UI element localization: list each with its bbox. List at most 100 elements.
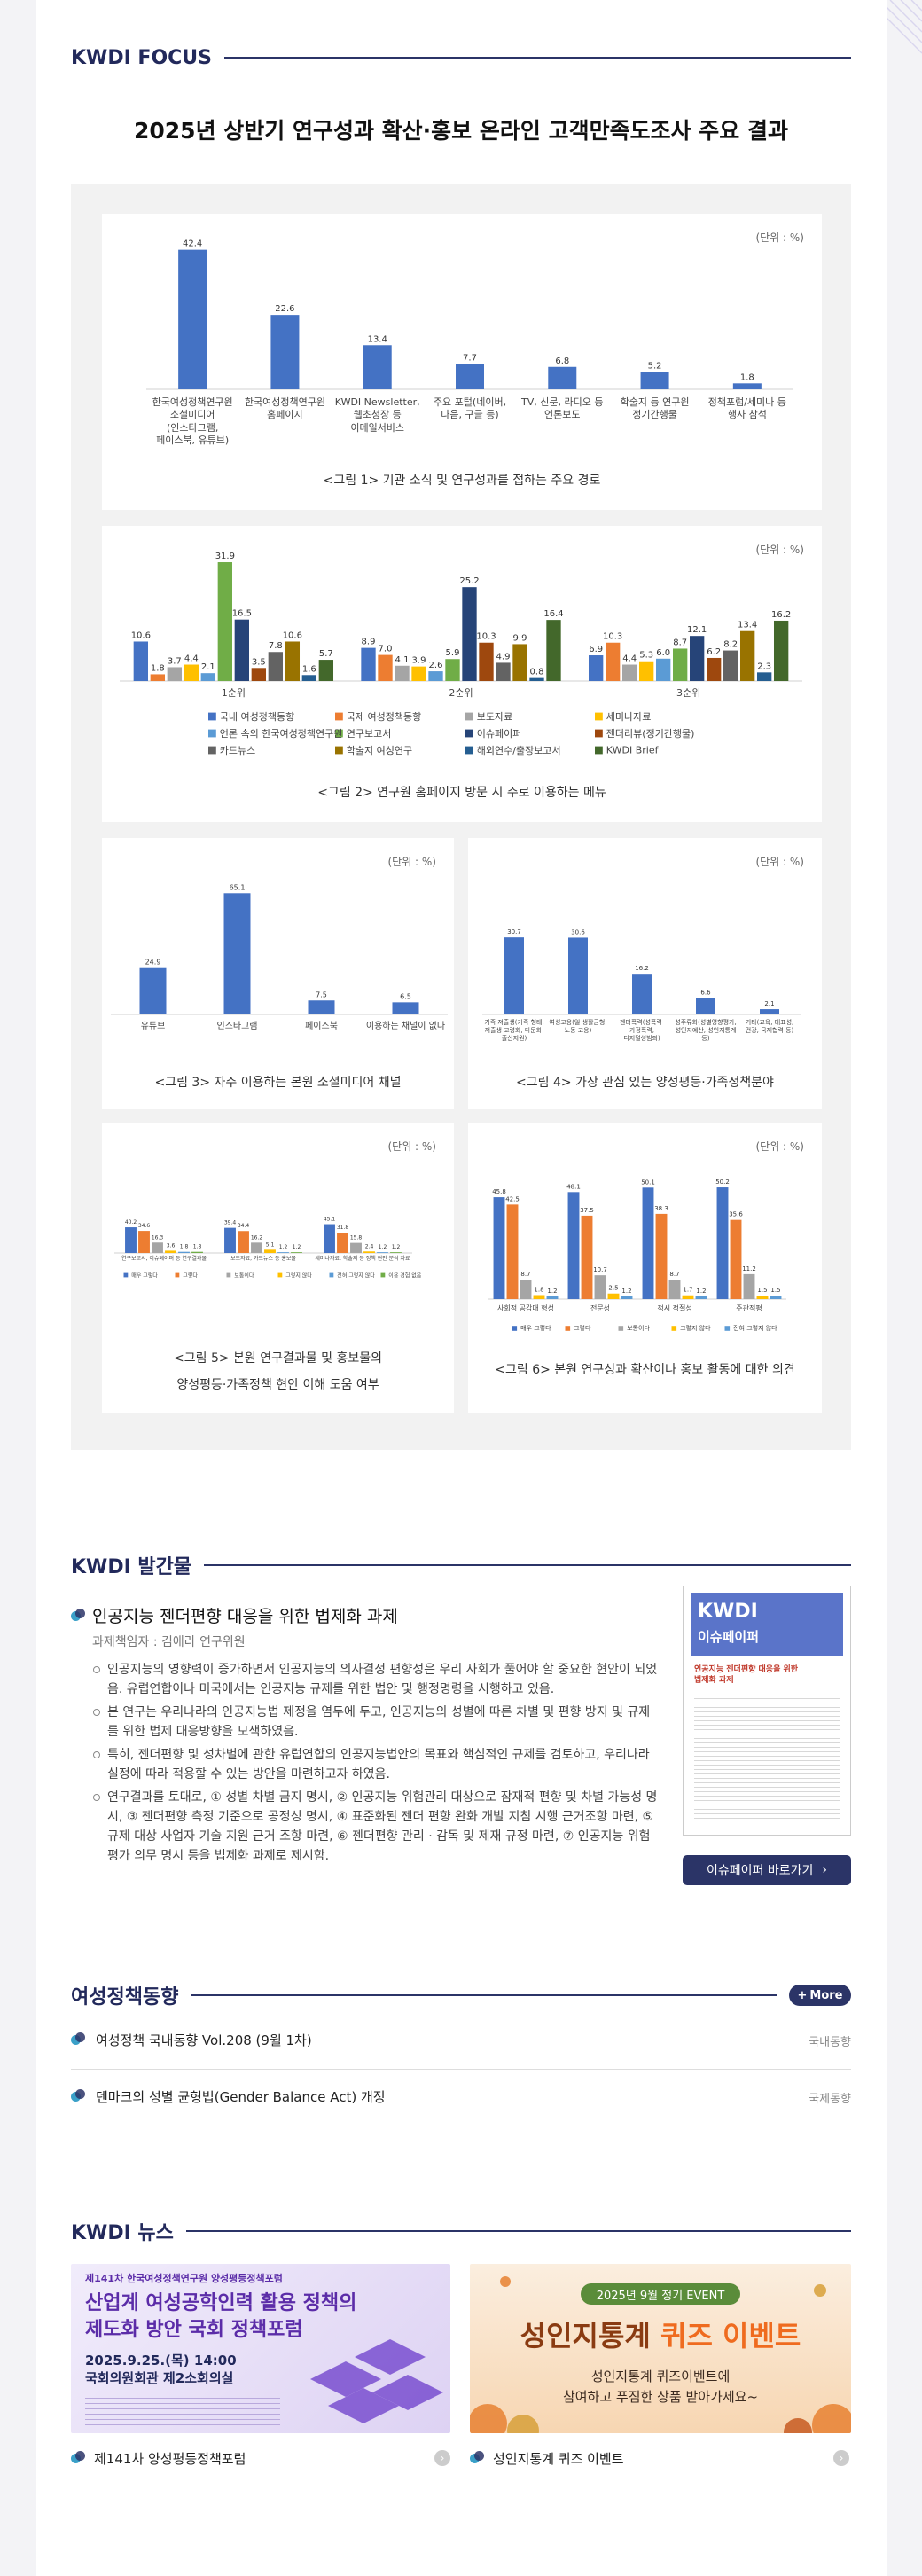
chart: 30.7 30.6 16.2 6.6 2.1 (단위 : %) 가족·저출생(가족 형태, … bbox=[468, 838, 822, 1109]
chevron[interactable]: › bbox=[434, 2450, 450, 2466]
thumbnail[interactable]: KWDI 이슈페이퍼 인공지능 젠더편향 대응을 위한 법제화 과제 bbox=[683, 1586, 851, 1836]
chart: 45.8 48.1 50.1 50.2 42.5 37.5 38.3 35.6 8.7 10.7 8… bbox=[468, 1123, 822, 1413]
bar bbox=[167, 667, 183, 681]
value-label: 16.2 bbox=[251, 1234, 263, 1241]
value-label: 1.8 bbox=[193, 1244, 202, 1250]
x-tick-label: 적시 적절성 bbox=[657, 1304, 692, 1312]
chevron: › bbox=[822, 1863, 827, 1877]
value-label: 8.2 bbox=[723, 640, 738, 650]
legend-label: 그렇다 bbox=[183, 1272, 198, 1280]
legend-swatch bbox=[329, 1272, 334, 1278]
bar bbox=[512, 644, 527, 681]
value-label: 45.1 bbox=[324, 1217, 336, 1223]
x-tick-label: 여성고용(일·생활균형, 노동·고용) bbox=[549, 1019, 607, 1035]
legend-swatch bbox=[208, 729, 216, 738]
value-label: 5.2 bbox=[648, 362, 662, 372]
value-label: 3.5 bbox=[252, 657, 266, 667]
section-heading: KWDI FOCUS bbox=[71, 44, 851, 71]
banner-text-line: 성인지통계 퀴즈이벤트에 bbox=[590, 2369, 731, 2384]
legend-swatch bbox=[512, 1326, 518, 1331]
news-banner[interactable]: 2025년 9월 정기 EVENT 성인지통계 퀴즈 이벤트 성인지통계 퀴즈이… bbox=[470, 2264, 851, 2433]
bar bbox=[533, 1295, 545, 1299]
value-label: 11.2 bbox=[742, 1265, 756, 1272]
chart: 42.4 22.6 13.4 7.7 6.8 5.2 1.8 (단위 : %) 한국여성정책연구… bbox=[102, 214, 822, 510]
value-label: 31.9 bbox=[215, 552, 235, 561]
bar bbox=[178, 1251, 190, 1253]
value-label: 25.2 bbox=[459, 576, 479, 586]
value-label: 3.9 bbox=[412, 656, 426, 666]
value-label: 1.2 bbox=[293, 1244, 301, 1250]
rule bbox=[224, 57, 851, 59]
value-label: 6.2 bbox=[707, 647, 721, 657]
legend-label: 전혀 그렇지 않다 bbox=[337, 1272, 375, 1280]
policy-item-title[interactable]: 여성정책 국내동향 Vol.208 (9월 1차) bbox=[96, 2032, 312, 2048]
legend-label: 연구보고서 bbox=[346, 728, 392, 740]
issue-paper-button[interactable]: 이슈페이퍼 바로가기 › bbox=[683, 1855, 851, 1885]
legend-swatch bbox=[175, 1272, 180, 1278]
bar bbox=[655, 1213, 668, 1299]
value-label: 1.8 bbox=[534, 1286, 543, 1293]
banner-date: 2025.9.25.(목) 14:00 bbox=[85, 2353, 237, 2369]
bar bbox=[139, 967, 167, 1014]
bullet-icon bbox=[71, 2451, 85, 2465]
x-tick-label: 젠더폭력(성폭력·가정폭력, 디지털성범죄) bbox=[619, 1019, 665, 1043]
value-label: 4.4 bbox=[622, 654, 637, 664]
item-title[interactable]: 인공지능 젠더편향 대응을 위한 법제화 과제 bbox=[92, 1607, 398, 1626]
value-label: 10.7 bbox=[593, 1266, 607, 1273]
rule bbox=[204, 1564, 851, 1566]
x-tick-label: 연구보고서, 이슈페이퍼 등 연구결과물 bbox=[121, 1256, 207, 1262]
value-label: 37.5 bbox=[580, 1207, 594, 1214]
bar bbox=[621, 1296, 633, 1299]
value-label: 2.5 bbox=[608, 1285, 618, 1292]
x-tick-label: 정책포럼/세미나 등 행사 참석 bbox=[707, 396, 786, 421]
thumb-series: 이슈페이퍼 bbox=[698, 1629, 760, 1645]
legend-swatch bbox=[335, 729, 343, 738]
separator bbox=[71, 2069, 851, 2070]
value-label: 1.8 bbox=[740, 372, 754, 382]
news-banner[interactable]: 제141차 한국여성정책연구원 양성평등정책포럼 산업계 여성공학인력 활용 정… bbox=[71, 2264, 450, 2433]
legend-label: 학술지 여성연구 bbox=[346, 745, 413, 756]
x-tick-label: KWDI Newsletter, 웹초청장 등 이메일서비스 bbox=[334, 396, 420, 434]
bar bbox=[642, 1187, 654, 1299]
bar bbox=[324, 1224, 335, 1253]
bar bbox=[739, 630, 755, 681]
value-label: 8.7 bbox=[520, 1271, 530, 1278]
value-label: 30.7 bbox=[507, 928, 521, 936]
legend-swatch bbox=[595, 712, 603, 721]
policy-item-tag: 국제동향 bbox=[809, 2093, 851, 2106]
bar bbox=[445, 659, 460, 681]
x-tick-label: 주요 포털(네이버, 다음, 구글 등) bbox=[433, 396, 507, 421]
rule bbox=[191, 1994, 777, 1996]
value-label: 7.8 bbox=[269, 641, 283, 651]
value-label: 1.5 bbox=[770, 1287, 780, 1294]
value-label: 16.3 bbox=[152, 1234, 164, 1241]
rule bbox=[185, 2230, 851, 2232]
bar bbox=[456, 364, 484, 389]
x-tick-label: 전문성 bbox=[590, 1304, 611, 1312]
x-tick-label: 주관적평 bbox=[736, 1304, 762, 1312]
value-label: 1.5 bbox=[757, 1287, 767, 1294]
legend-swatch bbox=[671, 1326, 677, 1331]
more-button[interactable]: + More bbox=[789, 1985, 851, 2006]
news-caption[interactable]: 성인지통계 퀴즈 이벤트 bbox=[493, 2451, 624, 2467]
legend-label: 그렇지 않다 bbox=[680, 1325, 711, 1332]
value-label: 16.5 bbox=[232, 609, 252, 619]
value-label: 4.1 bbox=[395, 655, 410, 665]
news-caption[interactable]: 제141차 양성평등정책포럼 bbox=[94, 2451, 246, 2467]
value-label: 50.2 bbox=[715, 1178, 730, 1186]
value-label: 34.4 bbox=[238, 1223, 250, 1229]
legend-label: 그렇다 bbox=[574, 1325, 591, 1332]
x-tick-label: 페이스북 bbox=[305, 1022, 338, 1031]
x-tick-label: 한국여성정책연구원 소셜미디어 (인스타그램, 페이스북, 유튜브) bbox=[152, 396, 233, 446]
bar bbox=[548, 366, 577, 389]
chevron[interactable]: › bbox=[833, 2450, 849, 2466]
bar bbox=[732, 383, 762, 389]
banner-top: 제141차 한국여성정책연구원 양성평등정책포럼 bbox=[85, 2273, 283, 2284]
policy-item-title[interactable]: 덴마크의 성별 균형법(Gender Balance Act) 개정 bbox=[96, 2089, 386, 2105]
legend-swatch bbox=[565, 1326, 571, 1331]
value-label: 9.9 bbox=[513, 633, 527, 643]
value-label: 45.8 bbox=[492, 1188, 506, 1195]
chart-caption: 양성평등·가족정책 현안 이해 도움 여부 bbox=[176, 1378, 379, 1392]
value-label: 4.4 bbox=[184, 654, 199, 664]
legend-label: 보통이다 bbox=[627, 1325, 650, 1332]
